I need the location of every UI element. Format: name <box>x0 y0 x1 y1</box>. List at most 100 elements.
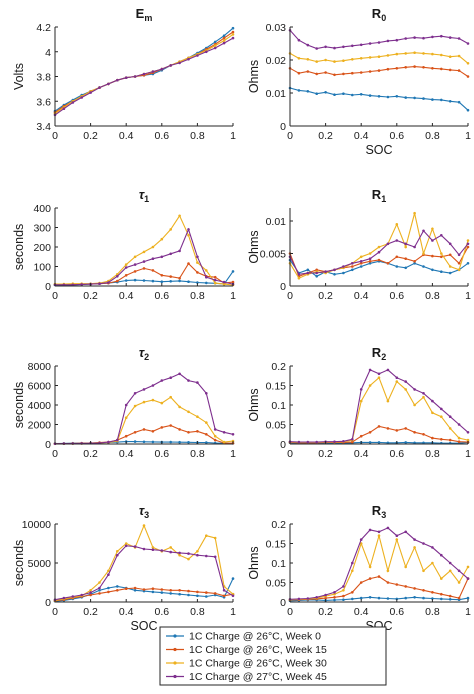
data-point <box>196 594 199 598</box>
data-point <box>342 585 345 588</box>
data-point <box>107 569 110 573</box>
data-point <box>466 239 470 242</box>
data-point <box>386 39 390 43</box>
data-point <box>440 592 443 596</box>
data-point <box>404 245 408 249</box>
data-point <box>422 52 425 55</box>
data-point <box>151 245 155 249</box>
data-point <box>187 431 190 434</box>
data-point <box>297 597 301 601</box>
panel-1: 0 0.2 0.4 0.6 0.8 1 0 0.01 0.02 0.03 Ohms SOC R0 <box>247 6 471 157</box>
data-point <box>205 392 208 395</box>
data-point <box>231 30 235 34</box>
data-point <box>351 58 354 61</box>
data-point <box>368 56 372 59</box>
data-point <box>457 54 461 58</box>
panel-2: 0 0.2 0.4 0.6 0.8 1 0 100 200 300 400 seconds τ1 <box>12 187 236 302</box>
data-point <box>315 72 319 76</box>
data-point <box>431 52 434 56</box>
data-point <box>187 234 190 237</box>
x-tick-label: 0.6 <box>389 606 404 618</box>
data-point <box>404 52 408 55</box>
x-tick-label: 0 <box>52 290 58 302</box>
data-point <box>107 82 110 86</box>
data-point <box>196 430 199 433</box>
y-tick-label: 3.8 <box>36 72 51 84</box>
data-point <box>431 239 434 242</box>
data-point <box>89 591 92 594</box>
data-point <box>306 268 310 272</box>
data-point <box>231 33 235 36</box>
data-point <box>151 440 155 444</box>
data-point <box>213 555 217 559</box>
data-point <box>457 569 461 573</box>
data-point <box>448 100 452 103</box>
data-point <box>133 586 137 590</box>
data-point <box>169 550 172 554</box>
x-tick-label: 0.2 <box>83 290 98 302</box>
data-point <box>386 569 390 573</box>
data-point <box>196 590 199 594</box>
y-axis-label: Ohms <box>247 388 261 421</box>
data-point <box>142 524 146 527</box>
data-point <box>395 376 399 380</box>
data-point <box>386 597 390 600</box>
data-point <box>222 41 226 45</box>
data-point <box>342 92 345 95</box>
data-point <box>386 242 390 246</box>
y-tick-label: 10000 <box>22 519 51 531</box>
data-point <box>448 36 452 39</box>
x-tick-label: 0.2 <box>83 606 98 618</box>
data-point <box>395 538 399 541</box>
data-point <box>431 546 434 549</box>
data-point <box>395 597 399 601</box>
data-point <box>342 271 345 275</box>
data-point <box>457 253 461 257</box>
x-tick-label: 1 <box>465 606 471 618</box>
y-tick-label: 0.01 <box>266 88 287 100</box>
data-point <box>160 549 164 552</box>
data-point <box>413 431 416 434</box>
x-tick-label: 0.2 <box>318 606 333 618</box>
data-point <box>169 252 172 256</box>
series-line-1 <box>54 31 234 113</box>
data-point <box>466 245 470 249</box>
x-tick-label: 0.2 <box>318 448 333 460</box>
data-point <box>386 67 390 71</box>
data-point <box>124 279 128 282</box>
data-point <box>440 53 443 57</box>
data-point <box>448 253 452 257</box>
data-point <box>431 561 434 565</box>
data-point <box>133 440 137 443</box>
x-tick-label: 0.2 <box>83 130 98 142</box>
data-point <box>142 400 146 404</box>
data-point <box>431 227 434 231</box>
data-point <box>351 591 354 594</box>
data-point <box>457 69 461 72</box>
data-point <box>413 211 416 215</box>
x-tick-label: 0.6 <box>389 290 404 302</box>
data-point <box>80 96 83 99</box>
data-point <box>395 534 399 537</box>
x-tick-label: 0.8 <box>425 606 440 618</box>
data-point <box>124 263 128 266</box>
data-point <box>395 265 399 268</box>
data-point <box>404 585 408 588</box>
data-point <box>62 283 66 287</box>
panel-title: Em <box>136 6 153 23</box>
series-line-2 <box>54 396 234 445</box>
x-tick-label: 0.6 <box>154 448 169 460</box>
y-tick-label: 0 <box>280 597 286 609</box>
data-point <box>151 590 155 594</box>
data-point <box>196 415 199 419</box>
data-point <box>178 249 181 253</box>
data-point <box>377 441 381 444</box>
data-point <box>448 68 452 72</box>
data-point <box>324 596 327 600</box>
data-point <box>413 51 416 54</box>
x-axis-label: SOC <box>365 143 392 157</box>
y-axis-label: seconds <box>12 540 26 587</box>
x-tick-label: 0.8 <box>190 290 205 302</box>
data-point <box>324 270 327 274</box>
